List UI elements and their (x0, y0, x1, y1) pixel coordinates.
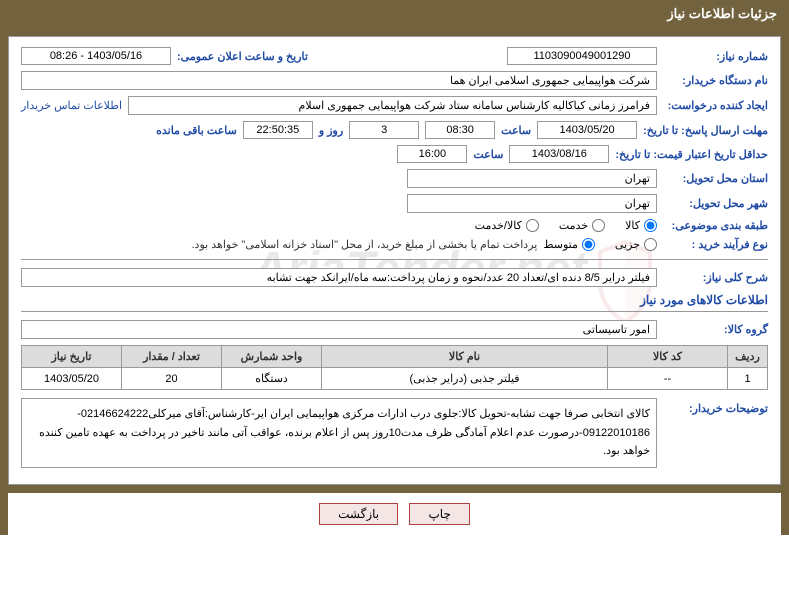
th-5: تاریخ نیاز (22, 346, 122, 368)
requester-value: فرامرز زمانی کیاکالیه کارشناس سامانه ستا… (128, 96, 657, 115)
th-3: واحد شمارش (222, 346, 322, 368)
th-2: نام کالا (322, 346, 608, 368)
need-desc-label: شرح کلی نیاز: (663, 271, 768, 284)
delivery-city-value: تهران (407, 194, 657, 213)
classification-option-1[interactable]: خدمت (559, 219, 605, 232)
need-number-value: 1103090049001290 (507, 47, 657, 65)
deadline-countdown: 22:50:35 (243, 121, 313, 139)
row-deadline: مهلت ارسال پاسخ: تا تاریخ: 1403/05/20 سا… (21, 121, 768, 139)
announce-datetime-label: تاریخ و ساعت اعلان عمومی: (177, 50, 308, 63)
td-0-4: 20 (122, 368, 222, 390)
table-row: 1 -- فیلتر جذبی (درایر جذبی) دستگاه 20 1… (22, 368, 768, 390)
td-0-1: -- (608, 368, 728, 390)
button-row: چاپ بازگشت (8, 493, 781, 535)
row-delivery-city: شهر محل تحویل: تهران (21, 194, 768, 213)
buyer-contact-link[interactable]: اطلاعات تماس خریدار (21, 99, 122, 112)
requester-label: ایجاد کننده درخواست: (663, 99, 768, 112)
valid-until-time-label: ساعت (473, 148, 503, 161)
page-title-bar: جزئیات اطلاعات نیاز (0, 0, 789, 28)
row-requester: ایجاد کننده درخواست: فرامرز زمانی کیاکال… (21, 96, 768, 115)
announce-datetime-value: 1403/05/16 - 08:26 (21, 47, 171, 65)
classification-label: طبقه بندی موضوعی: (663, 219, 768, 232)
purchase-process-note: پرداخت تمام یا بخشی از مبلغ خرید، از محل… (192, 238, 538, 251)
deadline-label: مهلت ارسال پاسخ: تا تاریخ: (643, 124, 768, 137)
deadline-date: 1403/05/20 (537, 121, 637, 139)
row-purchase-process: نوع فرآیند خرید : جزیی متوسط پرداخت تمام… (21, 238, 768, 251)
classification-radio-group: کالا خدمت کالا/خدمت (475, 219, 657, 232)
td-0-3: دستگاه (222, 368, 322, 390)
items-table: ردیف کد کالا نام کالا واحد شمارش تعداد /… (21, 345, 768, 390)
td-0-5: 1403/05/20 (22, 368, 122, 390)
main-container: جزئیات اطلاعات نیاز AriaTender.net شماره… (0, 0, 789, 535)
valid-until-date: 1403/08/16 (509, 145, 609, 163)
table-header-row: ردیف کد کالا نام کالا واحد شمارش تعداد /… (22, 346, 768, 368)
th-0: ردیف (728, 346, 768, 368)
deadline-time: 08:30 (425, 121, 495, 139)
row-need-desc: شرح کلی نیاز: فیلتر درایر 8/5 دنده ای/تع… (21, 268, 768, 287)
purchase-process-label: نوع فرآیند خرید : (663, 238, 768, 251)
goods-group-label: گروه کالا: (663, 323, 768, 336)
deadline-time-label: ساعت (501, 124, 531, 137)
goods-info-title: اطلاعات کالاهای مورد نیاز (21, 293, 768, 312)
classification-option-2[interactable]: کالا/خدمت (475, 219, 539, 232)
divider-1 (21, 259, 768, 260)
row-buyer-notes: توضیحات خریدار: کالای انتخابی صرفا جهت ت… (21, 398, 768, 468)
valid-until-time: 16:00 (397, 145, 467, 163)
need-desc-value: فیلتر درایر 8/5 دنده ای/تعداد 20 عدد/نحو… (21, 268, 657, 287)
row-buyer-org: نام دستگاه خریدار: شرکت هواپیمایی جمهوری… (21, 71, 768, 90)
classification-radio-1[interactable] (592, 219, 605, 232)
delivery-province-value: تهران (407, 169, 657, 188)
td-0-0: 1 (728, 368, 768, 390)
back-button[interactable]: بازگشت (319, 503, 398, 525)
classification-radio-0[interactable] (644, 219, 657, 232)
deadline-days-label: روز و (319, 124, 343, 137)
buyer-org-value: شرکت هواپیمایی جمهوری اسلامی ایران هما (21, 71, 657, 90)
need-number-label: شماره نیاز: (663, 50, 768, 63)
deadline-days: 3 (349, 121, 419, 139)
goods-group-value: امور تاسیساتی (21, 320, 657, 339)
td-0-2: فیلتر جذبی (درایر جذبی) (322, 368, 608, 390)
purchase-process-radio-group: جزیی متوسط (543, 238, 657, 251)
row-classification: طبقه بندی موضوعی: کالا خدمت کالا/خدمت (21, 219, 768, 232)
valid-until-label: حداقل تاریخ اعتبار قیمت: تا تاریخ: (615, 148, 768, 161)
purchase-option-0[interactable]: جزیی (615, 238, 657, 251)
row-valid-until: حداقل تاریخ اعتبار قیمت: تا تاریخ: 1403/… (21, 145, 768, 163)
purchase-radio-0[interactable] (644, 238, 657, 251)
classification-radio-2[interactable] (526, 219, 539, 232)
purchase-option-1[interactable]: متوسط (543, 238, 595, 251)
purchase-radio-1[interactable] (582, 238, 595, 251)
row-goods-group: گروه کالا: امور تاسیساتی (21, 320, 768, 339)
delivery-city-label: شهر محل تحویل: (663, 197, 768, 210)
th-4: تعداد / مقدار (122, 346, 222, 368)
page-title: جزئیات اطلاعات نیاز (667, 6, 777, 21)
form-panel: AriaTender.net شماره نیاز: 1103090049001… (8, 36, 781, 485)
row-need-number: شماره نیاز: 1103090049001290 تاریخ و ساع… (21, 47, 768, 65)
buyer-org-label: نام دستگاه خریدار: (663, 74, 768, 87)
classification-option-0[interactable]: کالا (625, 219, 657, 232)
delivery-province-label: استان محل تحویل: (663, 172, 768, 185)
buyer-notes-value: کالای انتخابی صرفا جهت تشابه-تحویل کالا:… (21, 398, 657, 468)
row-delivery-province: استان محل تحویل: تهران (21, 169, 768, 188)
deadline-remaining-label: ساعت باقی مانده (156, 124, 237, 137)
th-1: کد کالا (608, 346, 728, 368)
buyer-notes-label: توضیحات خریدار: (663, 398, 768, 415)
print-button[interactable]: چاپ (409, 503, 469, 525)
